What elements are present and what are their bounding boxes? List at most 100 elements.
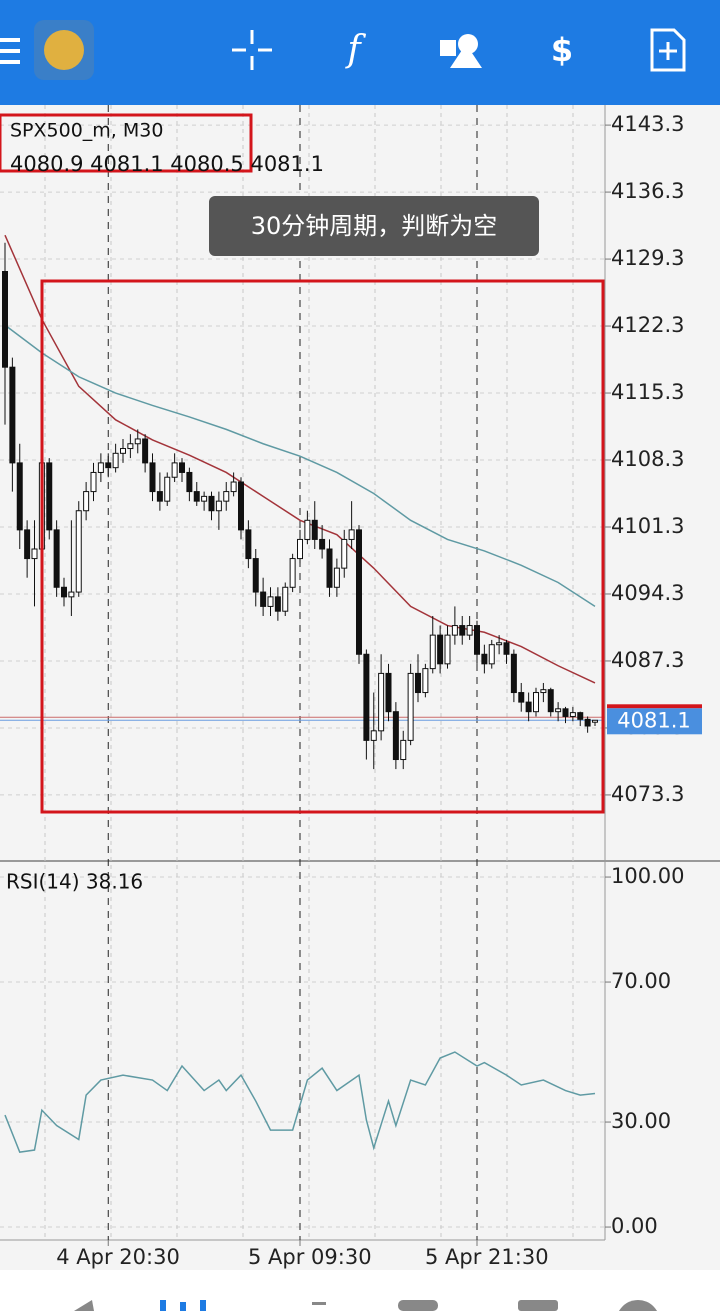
price-tag [607,708,702,735]
candle-body [533,692,539,713]
candle-body [503,642,510,655]
vertical-grid [44,105,574,1240]
trade-icon[interactable]: $ [551,31,573,69]
candle-body [252,558,259,593]
candle-body [238,481,244,531]
candle-body [83,491,90,512]
candle-body [75,510,82,593]
candle-body [90,471,97,493]
nav-icons[interactable] [74,1300,660,1311]
candle-body [437,634,444,665]
candle-body [422,668,429,694]
app-logo-mark [44,30,84,70]
plot: 4143.3 4136.3 4129.3 4122.3 4115.3 4108.3 4101… [0,105,702,1269]
y-tick-label: 30.00 [611,1109,671,1133]
y-tick-label: 4129.3 [611,246,684,270]
candle-body [68,591,75,598]
candle-body [547,689,554,713]
y-tick-label: 4143.3 [611,112,684,136]
highlight-box [40,279,605,814]
candle-body [127,443,134,450]
candle-body [179,462,185,473]
candle-body [378,672,385,732]
x-tick-label: 5 Apr 21:30 [425,1245,549,1269]
candle-body [186,471,193,493]
candle-body [61,586,67,598]
candle-body [304,519,311,540]
candle-body [97,462,104,473]
candle-body [577,712,584,720]
y-tick-label: 0.00 [611,1214,658,1238]
candle-body [415,672,421,694]
candle-body [400,739,407,761]
chart-area [0,105,605,1240]
candle-body [429,634,436,670]
candle-body [289,558,296,588]
candle-body [245,529,252,560]
x-tick-label: 5 Apr 09:30 [248,1245,372,1269]
y-tick-label: 100.00 [611,864,684,888]
candle-body [2,271,8,368]
line-series [4,1051,596,1153]
crosshair-icon[interactable] [232,30,272,70]
candle-body [356,529,362,655]
candle-body [518,692,525,703]
y-tick-label: 4115.3 [611,380,684,404]
candle-body [370,730,377,741]
candle-body [584,718,591,727]
candle-body [348,529,355,540]
candle-body [459,625,466,636]
new-order-icon[interactable] [650,28,686,72]
candle-body [9,366,16,464]
candle-body [164,476,171,502]
candle-body [392,711,399,761]
candle-body [223,491,230,502]
candle-body [120,448,126,454]
candle-body [407,672,414,741]
line-series [4,234,596,684]
candle-body [31,548,38,560]
candle-body [297,538,303,560]
candle-body [363,653,370,741]
candle-body [341,538,348,569]
candle-body [451,625,458,636]
candle-body [525,701,532,713]
candle-body [267,596,274,607]
candle-body [208,495,215,512]
candle-body [481,653,488,665]
annotation: 30分钟周期，判断为空 [251,212,498,240]
candle-body [46,462,53,531]
candle-body [260,591,267,607]
ohlc-label: 4080.9 4081.1 4080.5 4081.1 [10,152,324,176]
y-tick-label: 4108.3 [611,447,684,471]
candle-body [149,462,156,493]
candle-body [230,481,237,493]
candle-body [555,708,562,713]
y-tick-label: 4136.3 [611,179,684,203]
candle-body [215,500,222,512]
price-tag-label: 4081.1 [617,708,690,732]
menu-icon[interactable] [0,38,20,64]
candle-body [326,548,333,588]
x-tick-label: 4 Apr 20:30 [56,1245,180,1269]
candle-body [444,634,451,665]
bottom-nav [0,1270,720,1311]
candle-body [496,642,503,646]
candle-body [319,538,326,550]
candle-body [171,462,178,478]
candle-body [569,712,576,717]
y-tick-label: 4087.3 [611,648,684,672]
ask-marker [607,704,702,709]
rsi-title: RSI(14) 38.16 [6,870,143,894]
candle-body [282,586,289,612]
candle-body [156,491,163,502]
objects-icon[interactable] [440,34,482,68]
candle-body [134,438,141,445]
candle-body [16,462,23,531]
candle-body [24,529,31,560]
y-tick-label: 70.00 [611,969,671,993]
candle-body [274,596,281,612]
highlight-box [0,113,253,173]
candle-body [562,708,569,717]
